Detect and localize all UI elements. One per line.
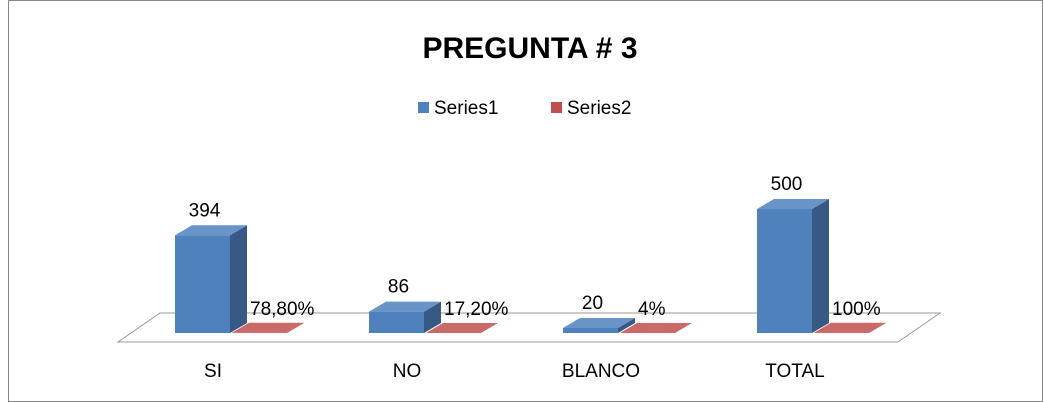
bar-side <box>812 199 829 333</box>
bar-top <box>369 301 441 312</box>
data-label: 86 <box>388 277 409 298</box>
bar-front <box>757 209 812 333</box>
bar-side <box>869 322 886 333</box>
legend-label: Series1 <box>434 98 498 119</box>
data-label: 20 <box>582 293 603 314</box>
x-tick-label: BLANCO <box>562 361 640 382</box>
legend-swatch <box>418 102 429 113</box>
chart-title: PREGUNTA # 3 <box>422 32 637 65</box>
bar-top <box>426 322 498 333</box>
data-label: 78,80% <box>250 299 315 320</box>
bar <box>620 322 692 333</box>
x-tick-label: SI <box>204 361 222 382</box>
bar-side <box>230 225 247 333</box>
legend-label: Series2 <box>567 98 631 119</box>
legend-swatch <box>551 102 562 113</box>
bar-front <box>369 311 424 333</box>
bar <box>369 301 441 333</box>
bar-top <box>757 199 829 209</box>
x-tick-label: TOTAL <box>765 361 824 382</box>
bar-side <box>675 322 692 333</box>
bar <box>232 322 304 333</box>
data-label: 4% <box>638 299 666 320</box>
bar-front <box>175 235 230 333</box>
bar-side <box>481 322 498 333</box>
bar-top <box>563 318 635 329</box>
x-tick-label: NO <box>393 361 422 382</box>
bar <box>175 225 247 333</box>
floor <box>116 312 942 343</box>
bar-front <box>563 328 618 333</box>
bar <box>563 318 635 333</box>
bar <box>814 322 886 333</box>
bar-side <box>287 322 304 333</box>
data-label: 394 <box>189 200 221 221</box>
data-label: 17,20% <box>444 299 509 320</box>
bar <box>757 199 829 333</box>
bar <box>426 322 498 333</box>
bar-side <box>424 301 441 333</box>
bar-top <box>232 322 304 333</box>
data-label: 100% <box>832 299 881 320</box>
bar-top <box>175 225 247 236</box>
bar-top <box>814 322 886 333</box>
data-label: 500 <box>771 174 803 195</box>
bar-top <box>620 322 692 333</box>
bar-side <box>618 318 635 333</box>
